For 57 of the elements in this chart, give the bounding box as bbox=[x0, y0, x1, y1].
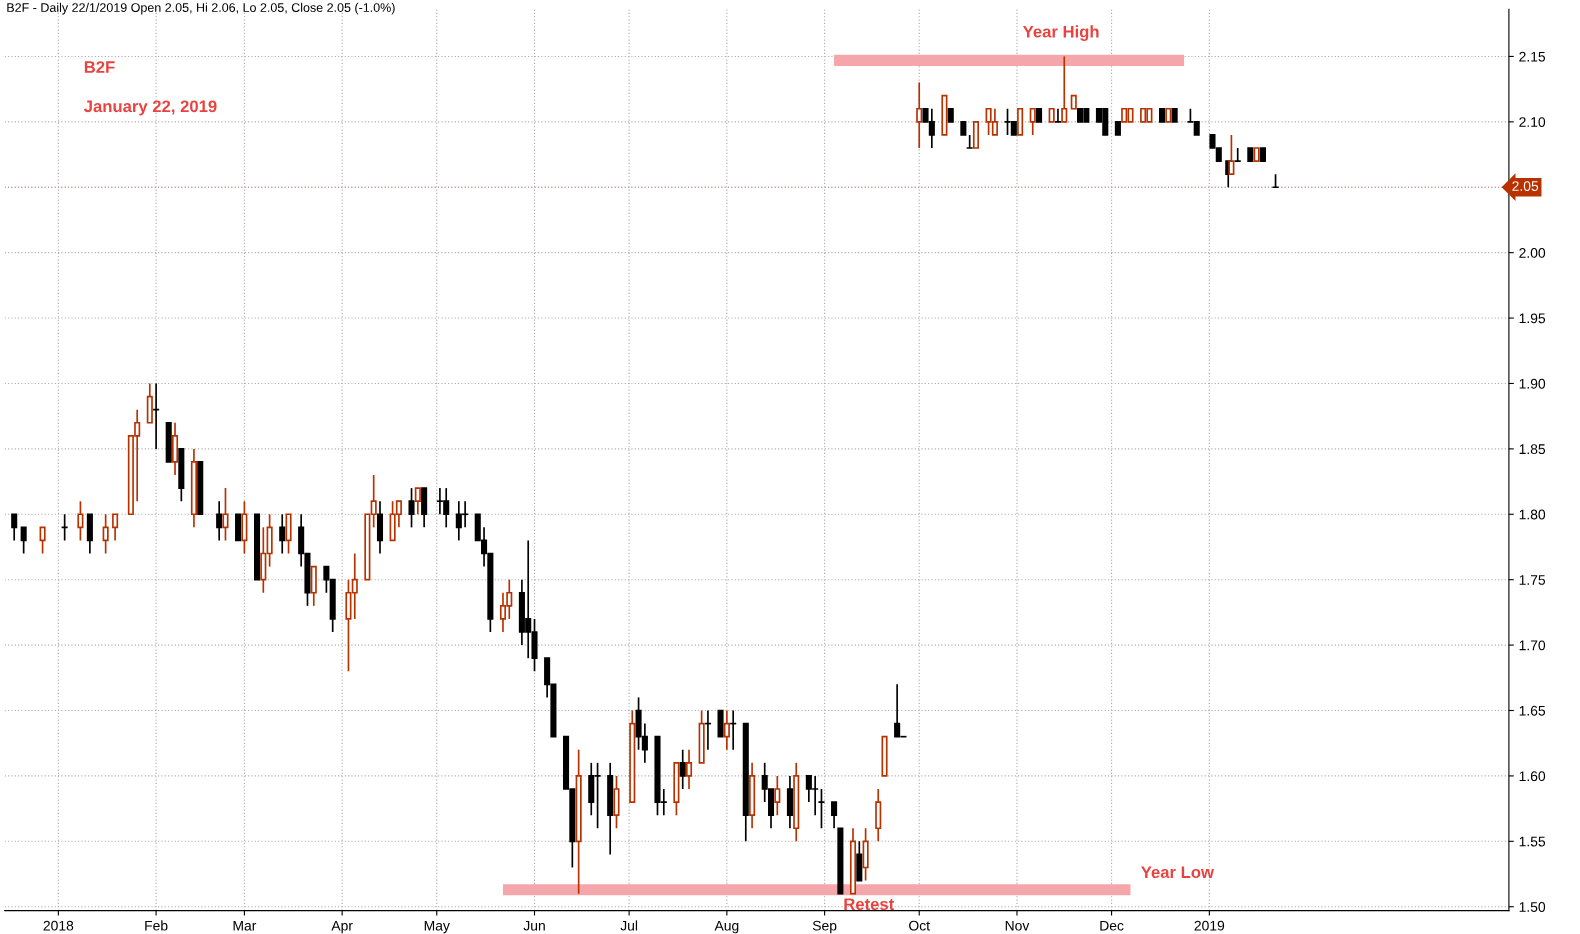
y-tick-label: 1.60 bbox=[1519, 771, 1546, 782]
candlestick bbox=[774, 775, 781, 816]
candlestick bbox=[679, 748, 686, 790]
y-tick-label: 1.80 bbox=[1519, 509, 1546, 520]
y-tick-label: 2.00 bbox=[1519, 247, 1546, 258]
candlestick bbox=[916, 81, 923, 149]
annotation: B2F bbox=[84, 61, 115, 73]
x-tick-label: Apr bbox=[331, 920, 353, 934]
annotation: Year High bbox=[1022, 25, 1099, 41]
x-tick-label: Nov bbox=[1005, 920, 1030, 931]
chart-title: B2F - Daily 22/1/2019 Open 2.05, Hi 2.06, Lo 2.05, Close 2.05 (-1.0%) bbox=[7, 2, 395, 15]
candlestick bbox=[1061, 55, 1068, 123]
x-tick-label: 2018 bbox=[43, 920, 74, 931]
candlestick bbox=[831, 801, 838, 830]
y-tick-label: 1.50 bbox=[1519, 902, 1546, 912]
candlestick bbox=[685, 748, 693, 790]
y-tick-label: 1.70 bbox=[1519, 640, 1546, 651]
annotation: January 22, 2019 bbox=[83, 100, 217, 116]
candlestick bbox=[408, 487, 415, 529]
candlestick bbox=[1054, 107, 1062, 123]
annotation: Retest bbox=[844, 898, 895, 911]
candlestick bbox=[279, 513, 286, 555]
ref-line-label: 2.05 bbox=[1512, 181, 1539, 191]
candlestick bbox=[222, 487, 229, 542]
x-tick-label: Mar bbox=[233, 920, 257, 931]
x-tick-label: Dec bbox=[1100, 920, 1124, 931]
y-tick-label: 2.10 bbox=[1519, 117, 1546, 128]
y-tick-label: 1.85 bbox=[1519, 444, 1546, 455]
y-tick-label: 1.55 bbox=[1519, 836, 1546, 847]
x-tick-label: Feb bbox=[145, 920, 168, 931]
x-tick-label: 2019 bbox=[1194, 920, 1225, 931]
x-tick-label: May bbox=[424, 920, 450, 934]
candlestick bbox=[20, 526, 27, 555]
candlestick bbox=[966, 134, 973, 149]
candlestick bbox=[1029, 107, 1036, 136]
candlestick bbox=[1234, 147, 1241, 162]
x-tick-label: Aug bbox=[714, 920, 739, 934]
candlestick bbox=[102, 513, 109, 555]
x-tick-label: Sep bbox=[812, 920, 837, 934]
candlestick bbox=[112, 513, 119, 542]
y-tick-label: 1.95 bbox=[1519, 313, 1546, 324]
candlestick bbox=[11, 513, 18, 542]
candlestick bbox=[414, 487, 421, 516]
candlestick bbox=[723, 709, 730, 751]
x-tick-label: Jul bbox=[620, 920, 638, 931]
y-tick-label: 2.15 bbox=[1519, 51, 1546, 62]
x-tick-label: Jun bbox=[523, 920, 545, 931]
x-tick-label: Oct bbox=[909, 920, 930, 931]
candlestick bbox=[216, 500, 223, 542]
annotation: Year Low bbox=[1141, 866, 1214, 879]
candlestick bbox=[77, 500, 84, 542]
candlestick bbox=[1228, 134, 1235, 176]
y-tick-label: 1.90 bbox=[1519, 378, 1546, 389]
y-tick-label: 1.65 bbox=[1519, 705, 1546, 716]
candlestick bbox=[39, 526, 46, 555]
y-tick-label: 1.75 bbox=[1519, 575, 1546, 585]
candlestick bbox=[818, 788, 825, 830]
